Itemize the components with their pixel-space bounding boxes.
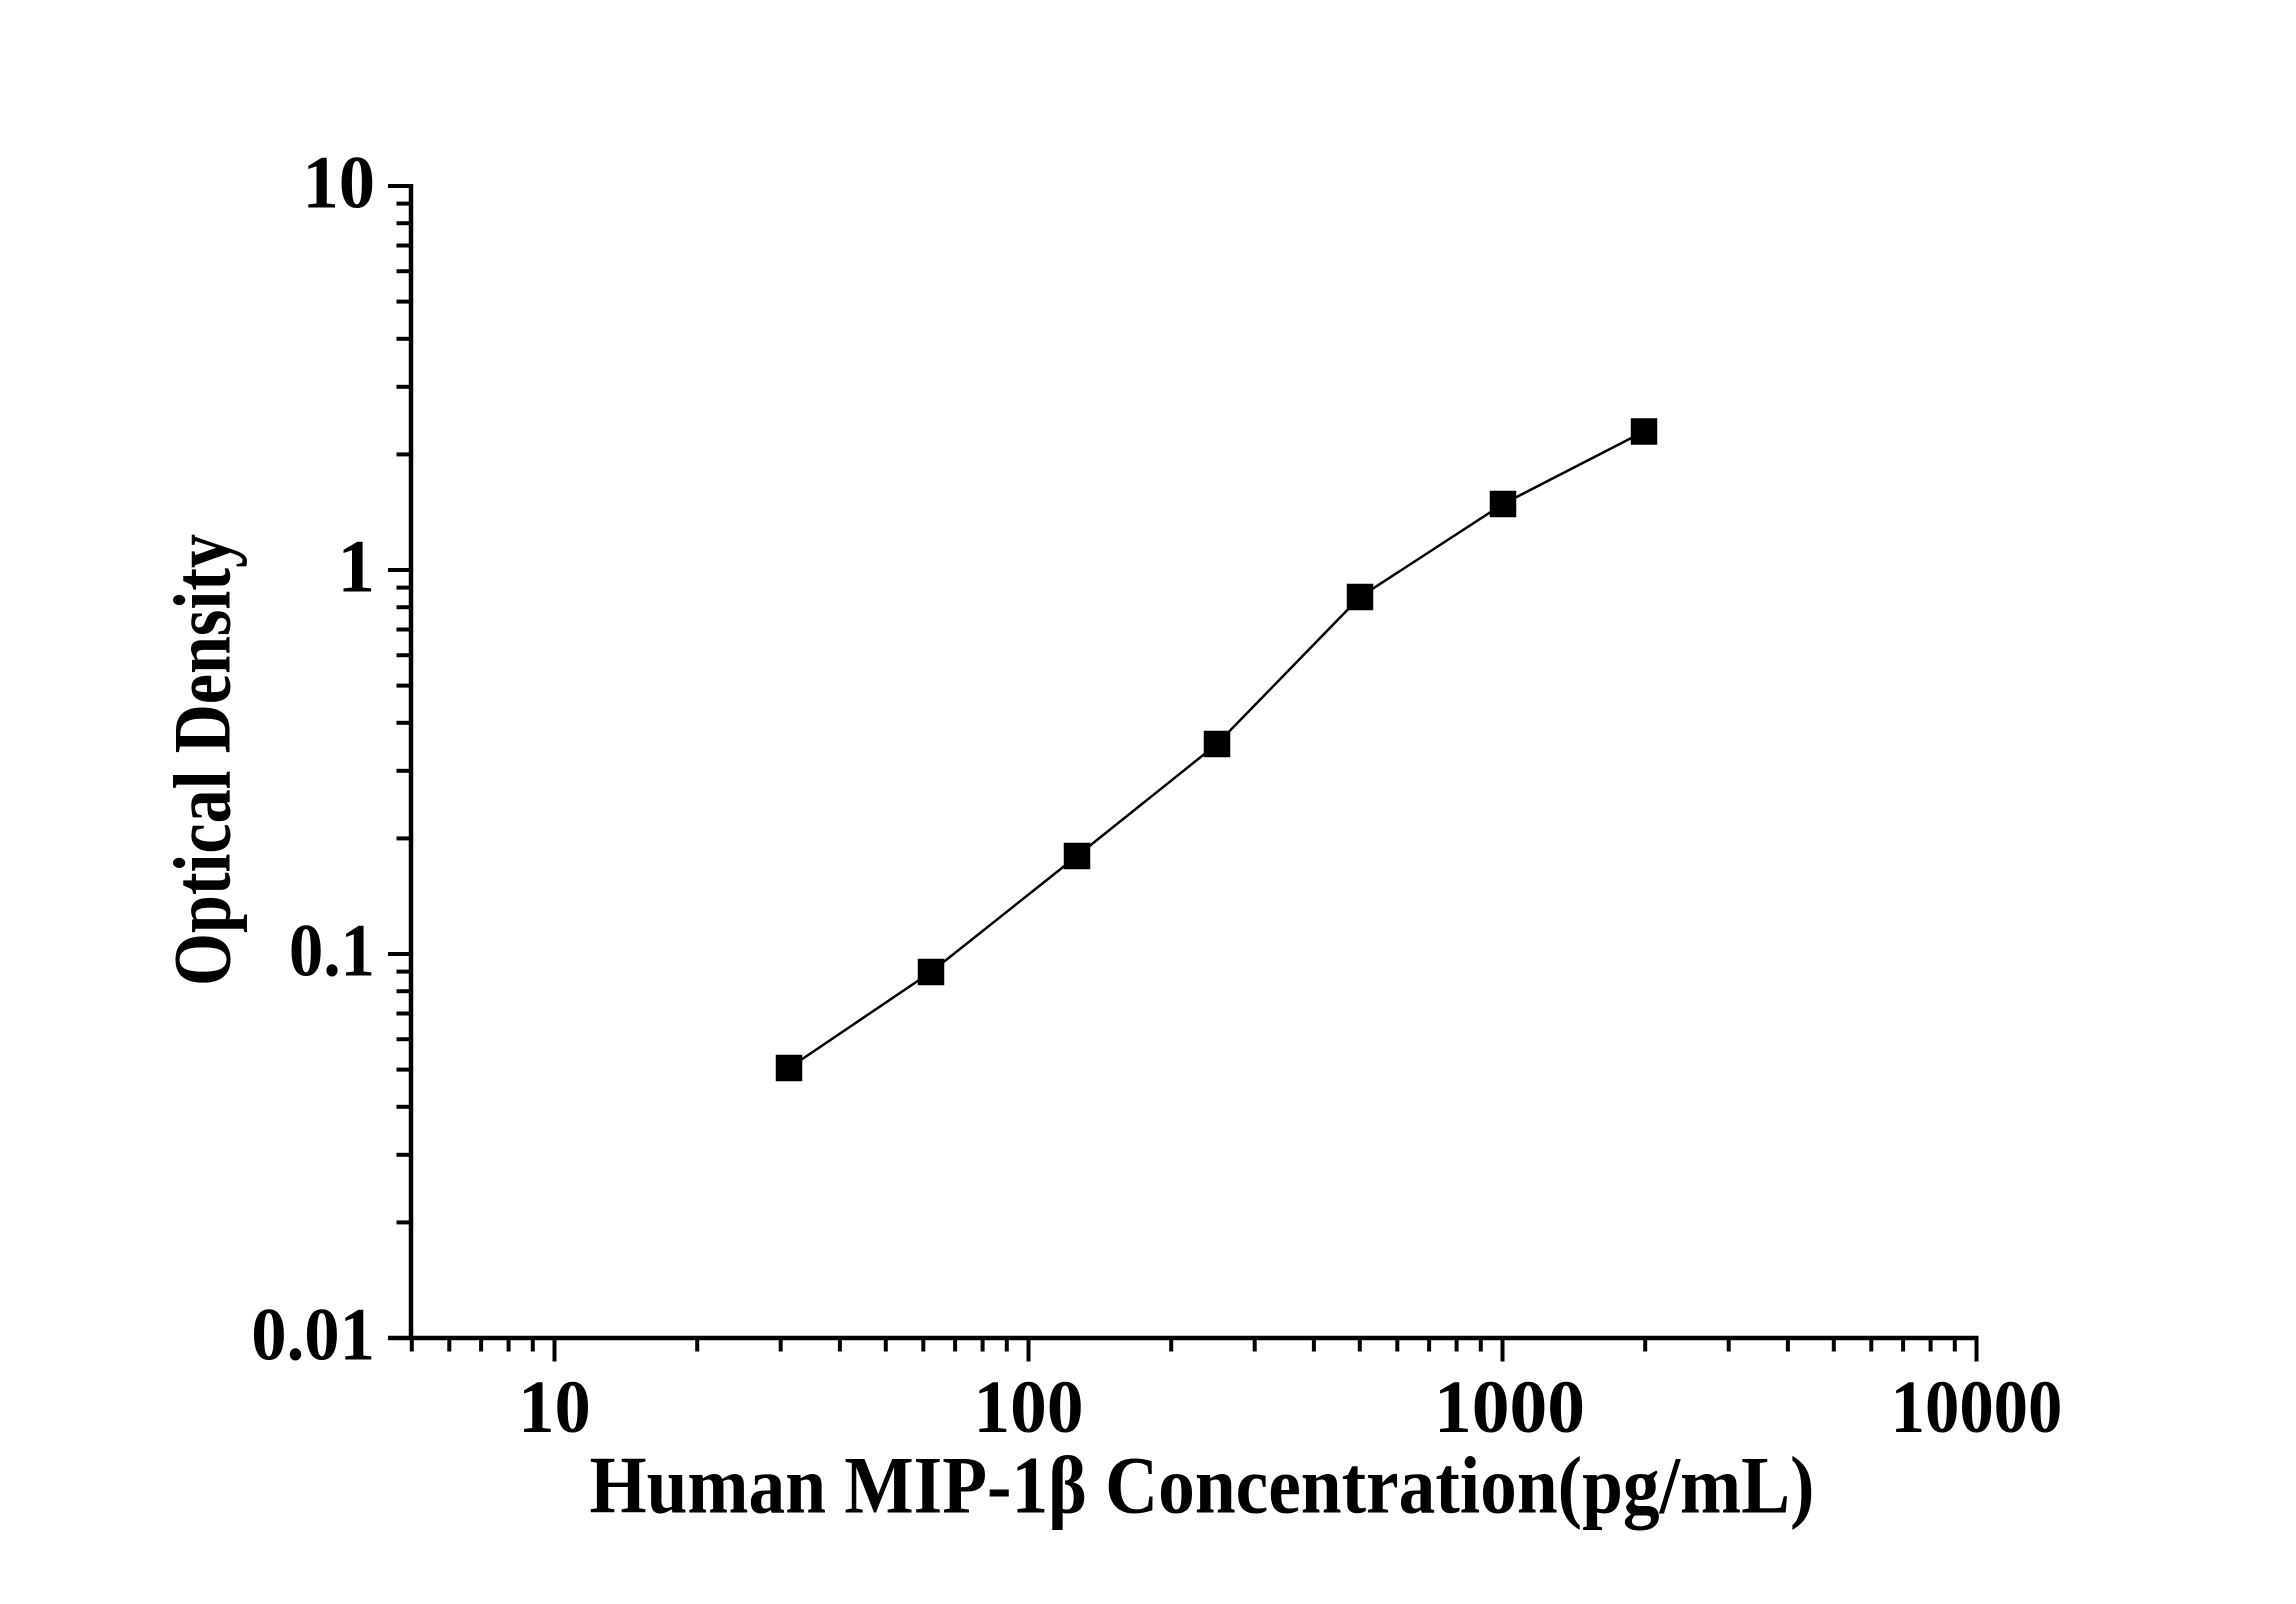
svg-text:1000: 1000 [1434,1366,1585,1449]
svg-text:1: 1 [338,526,376,609]
svg-text:10000: 10000 [1891,1366,2063,1449]
svg-text:10: 10 [518,1366,591,1449]
svg-text:0.01: 0.01 [251,1294,375,1377]
svg-text:100: 100 [974,1366,1084,1449]
svg-text:Human MIP-1β Concentration(pg/: Human MIP-1β Concentration(pg/mL) [590,1440,1815,1531]
svg-text:Optical Density: Optical Density [157,534,248,986]
svg-text:10: 10 [303,142,376,225]
svg-text:0.1: 0.1 [289,910,375,993]
